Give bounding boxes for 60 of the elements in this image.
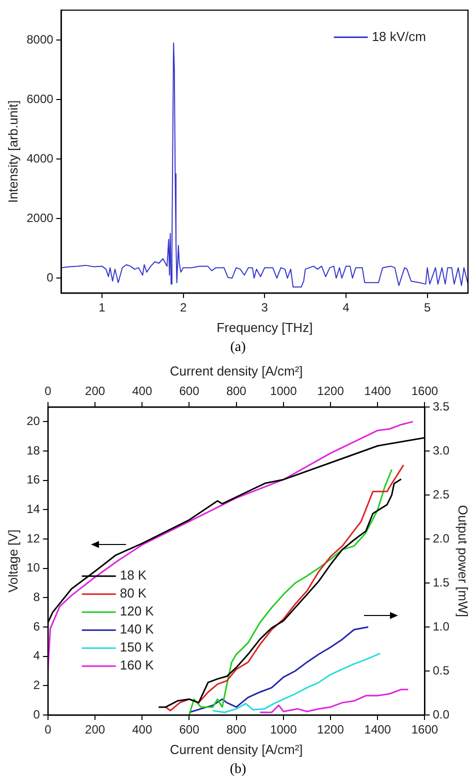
x2-axis-title: Current density [A/cm²] [170,363,303,378]
legend-label: 18 kV/cm [372,28,426,44]
x-tick-label: 600 [179,722,200,737]
x-tick-label: 1600 [411,722,438,737]
y2-tick-label: 0.0 [432,707,450,722]
x-tick-label: 1000 [270,722,298,737]
y-tick-label: 0 [46,270,54,284]
y-tick-label: 12 [26,531,40,546]
y-tick-label: 0 [33,707,40,722]
x-axis-title: Current density [A/cm²] [170,742,303,757]
legend-label: 80 K [120,586,147,601]
x2-tick-label: 1000 [270,384,298,398]
text: (a) [229,339,247,357]
y2-tick-label: 2.0 [432,531,450,546]
y-axis-title: Voltage [V] [5,530,20,592]
x-tick-label: 200 [85,722,106,737]
y-tick-label: 4000 [26,151,54,166]
x-tick-label: 4 [342,300,350,315]
x2-tick-label: 1600 [411,384,438,398]
y2-tick-label: 1.5 [432,575,450,590]
y-tick-label: 14 [26,502,40,516]
text: (b) [228,761,248,779]
x-tick-label: 3 [261,300,268,315]
y-tick-label: 6 [33,619,40,634]
x-tick-label: 2 [180,300,187,315]
y-axis-title: Intensity [arb.unit] [5,100,20,203]
x-tick-label: 1400 [364,722,392,737]
y2-tick-label: 3.5 [432,399,450,414]
y-tick-label: 2 [33,678,40,692]
x-tick-label: 1200 [317,722,344,737]
y2-tick-label: 0.5 [432,663,450,678]
legend-label: 18 K [120,568,147,583]
y-tick-label: 8000 [26,32,54,46]
y-tick-label: 16 [26,472,40,487]
x-tick-label: 1 [98,300,106,315]
y2-tick-label: 3.0 [432,443,450,458]
legend-label: 150 K [120,640,154,655]
y-tick-label: 10 [26,560,40,575]
y2-tick-label: 2.5 [432,487,450,502]
x2-tick-label: 800 [226,384,247,398]
x-tick-label: 400 [132,722,152,737]
x2-tick-label: 1400 [364,384,392,398]
legend-label: 160 K [120,658,154,673]
x-tick-label: 800 [226,722,247,737]
x-axis-title: Frequency [THz] [216,320,313,335]
y-tick-label: 18 [26,443,40,458]
y-tick-label: 4 [33,648,40,663]
y-tick-label: 2000 [26,210,54,225]
x-tick-label: 5 [424,300,431,315]
x2-tick-label: 400 [132,384,152,398]
legend-label: 120 K [120,604,154,619]
x2-tick-label: 600 [179,384,200,398]
y-tick-label: 20 [26,414,40,428]
legend-label: 140 K [120,622,154,637]
y-tick-label: 8 [33,590,40,604]
y2-axis-title: Output power [mW] [456,505,471,617]
y-tick-label: 6000 [26,92,54,106]
y2-tick-label: 1.0 [432,619,450,634]
x2-tick-label: 1200 [317,384,344,398]
x2-tick-label: 200 [85,384,106,398]
